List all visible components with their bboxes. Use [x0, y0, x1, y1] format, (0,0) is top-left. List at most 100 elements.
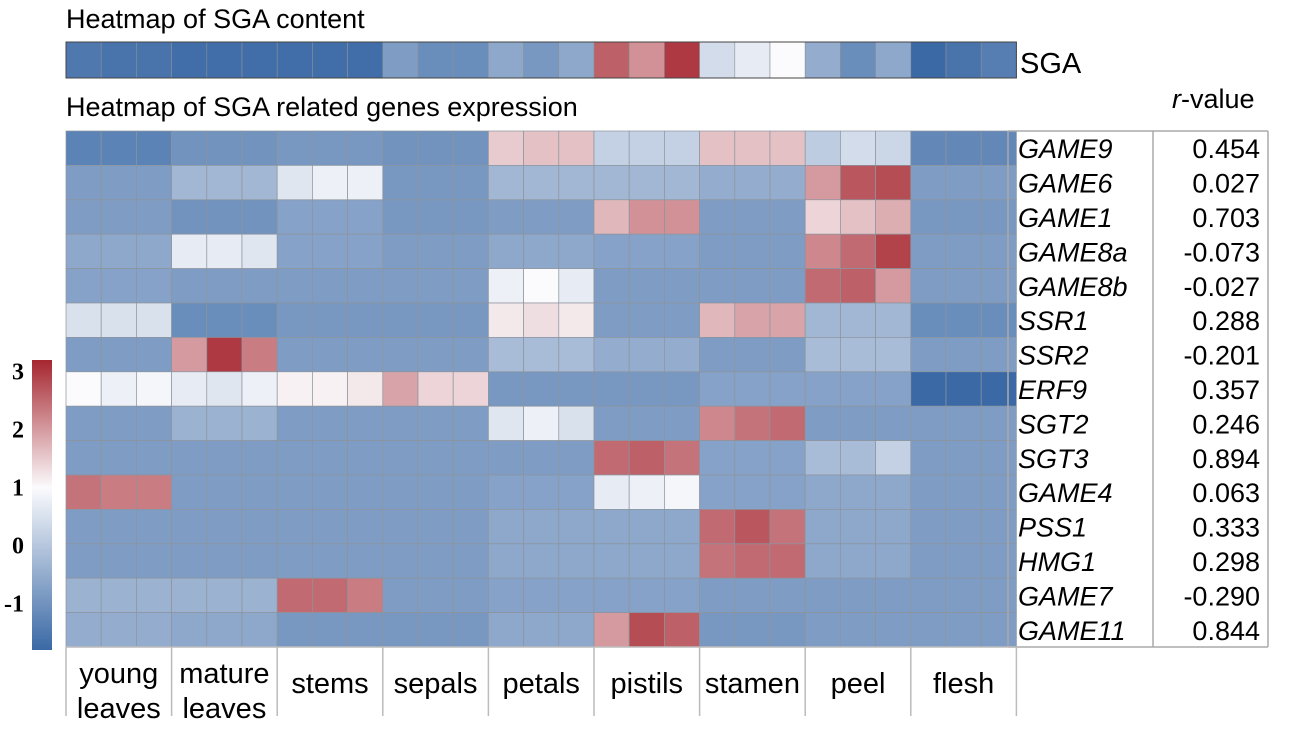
heatmap-cell	[769, 612, 806, 648]
heatmap-cell	[206, 509, 243, 545]
heatmap-cell	[875, 302, 912, 338]
heatmap-cell	[65, 543, 102, 579]
heatmap-cell	[734, 543, 771, 579]
heatmap-row	[65, 612, 1017, 648]
heatmap-cell	[347, 130, 384, 166]
heatmap-cell	[628, 268, 665, 304]
sga-cell	[382, 41, 419, 79]
heatmap-cell	[980, 543, 1017, 579]
heatmap-cell	[664, 165, 700, 201]
heatmap-cell	[100, 130, 137, 166]
heatmap-cell	[417, 268, 454, 304]
heatmap-cell	[136, 268, 172, 304]
heatmap-cell	[910, 233, 947, 269]
heatmap-cell	[664, 405, 700, 441]
heatmap-cell	[136, 337, 172, 373]
heatmap-cell	[664, 509, 700, 545]
heatmap-row	[65, 474, 1017, 510]
sga-cell	[804, 41, 841, 79]
heatmap-cell	[100, 440, 137, 476]
heatmap-cell	[628, 165, 665, 201]
tissue-label: peel	[831, 668, 886, 700]
heatmap-cell	[100, 165, 137, 201]
heatmap-cell	[840, 130, 876, 166]
sga-cell	[276, 41, 313, 79]
heatmap-cell	[699, 337, 736, 373]
heatmap-cell	[910, 509, 947, 545]
heatmap-cell	[241, 509, 278, 545]
heatmap-cell	[804, 130, 841, 166]
heatmap-cell	[382, 199, 419, 235]
r-value-label: 0.703	[1192, 203, 1260, 233]
heatmap-row	[65, 509, 1017, 545]
heatmap-cell	[136, 233, 172, 269]
gene-name-label: PSS1	[1018, 513, 1087, 543]
gene-name-label: SSR2	[1018, 341, 1089, 371]
heatmap-cell	[65, 337, 102, 373]
heatmap-cell	[910, 199, 947, 235]
heatmap-cell	[206, 543, 243, 579]
heatmap-cell	[171, 233, 208, 269]
heatmap-cell	[945, 199, 982, 235]
heatmap-cell	[628, 440, 665, 476]
heatmap-cell	[276, 233, 313, 269]
heatmap-cell	[558, 474, 595, 510]
heatmap-cell	[417, 233, 454, 269]
heatmap-cell	[312, 337, 348, 373]
heatmap-cell	[734, 509, 771, 545]
heatmap-cell	[171, 577, 208, 613]
heatmap-cell	[910, 302, 947, 338]
heatmap-cell	[488, 165, 524, 201]
heatmap-cell	[593, 543, 630, 579]
heatmap-cell	[276, 337, 313, 373]
gene-name-label: GAME6	[1018, 169, 1114, 199]
heatmap-cell	[804, 268, 841, 304]
heatmap-cell	[980, 199, 1017, 235]
r-value-label: 0.333	[1192, 513, 1260, 543]
heatmap-cell	[452, 612, 489, 648]
sga-cell	[734, 41, 771, 79]
sga-cell	[523, 41, 560, 79]
heatmap-cell	[136, 302, 172, 338]
heatmap-cell	[417, 130, 454, 166]
color-scale-tick-label: 1	[12, 476, 24, 502]
heatmap-cell	[875, 130, 912, 166]
heatmap-cell	[241, 371, 278, 407]
heatmap-row	[65, 371, 1017, 407]
sga-cell	[558, 41, 595, 79]
heatmap-cell	[593, 233, 630, 269]
heatmap-cell	[523, 302, 560, 338]
heatmap-cell	[417, 199, 454, 235]
heatmap-cell	[699, 130, 736, 166]
heatmap-cell	[452, 130, 489, 166]
r-value-label: 0.454	[1192, 134, 1260, 164]
gene-name-label: GAME4	[1018, 478, 1113, 508]
heatmap-cell	[699, 405, 736, 441]
heatmap-cell	[558, 337, 595, 373]
heatmap-cell	[347, 405, 384, 441]
sga-cell	[100, 41, 137, 79]
heatmap-cell	[241, 612, 278, 648]
heatmap-cell	[488, 199, 524, 235]
gene-r-value-table: GAME9 0.454 GAME6 0.027 GAME1 0.703 GAME8a -0.0…	[1007, 130, 1269, 648]
gene-name-label: HMG1	[1018, 547, 1096, 577]
heatmap-row	[65, 302, 1017, 338]
heatmap-cell	[100, 371, 137, 407]
heatmap-cell	[65, 199, 102, 235]
heatmap-cell	[206, 233, 243, 269]
heatmap-cell	[171, 440, 208, 476]
heatmap-cell	[312, 233, 348, 269]
sga-cell	[347, 41, 384, 79]
gene-name-label: GAME7	[1018, 581, 1114, 611]
sga-row-border	[65, 41, 1017, 79]
heatmap-cell	[945, 577, 982, 613]
heatmap-cell	[769, 371, 806, 407]
sga-cell	[980, 41, 1017, 79]
heatmap-cell	[523, 509, 560, 545]
heatmap-cell	[65, 233, 102, 269]
heatmap-cell	[945, 302, 982, 338]
heatmap-cell	[558, 268, 595, 304]
heatmap-cell	[558, 302, 595, 338]
gene-expression-heatmap	[65, 130, 1017, 648]
heatmap-cell	[558, 199, 595, 235]
